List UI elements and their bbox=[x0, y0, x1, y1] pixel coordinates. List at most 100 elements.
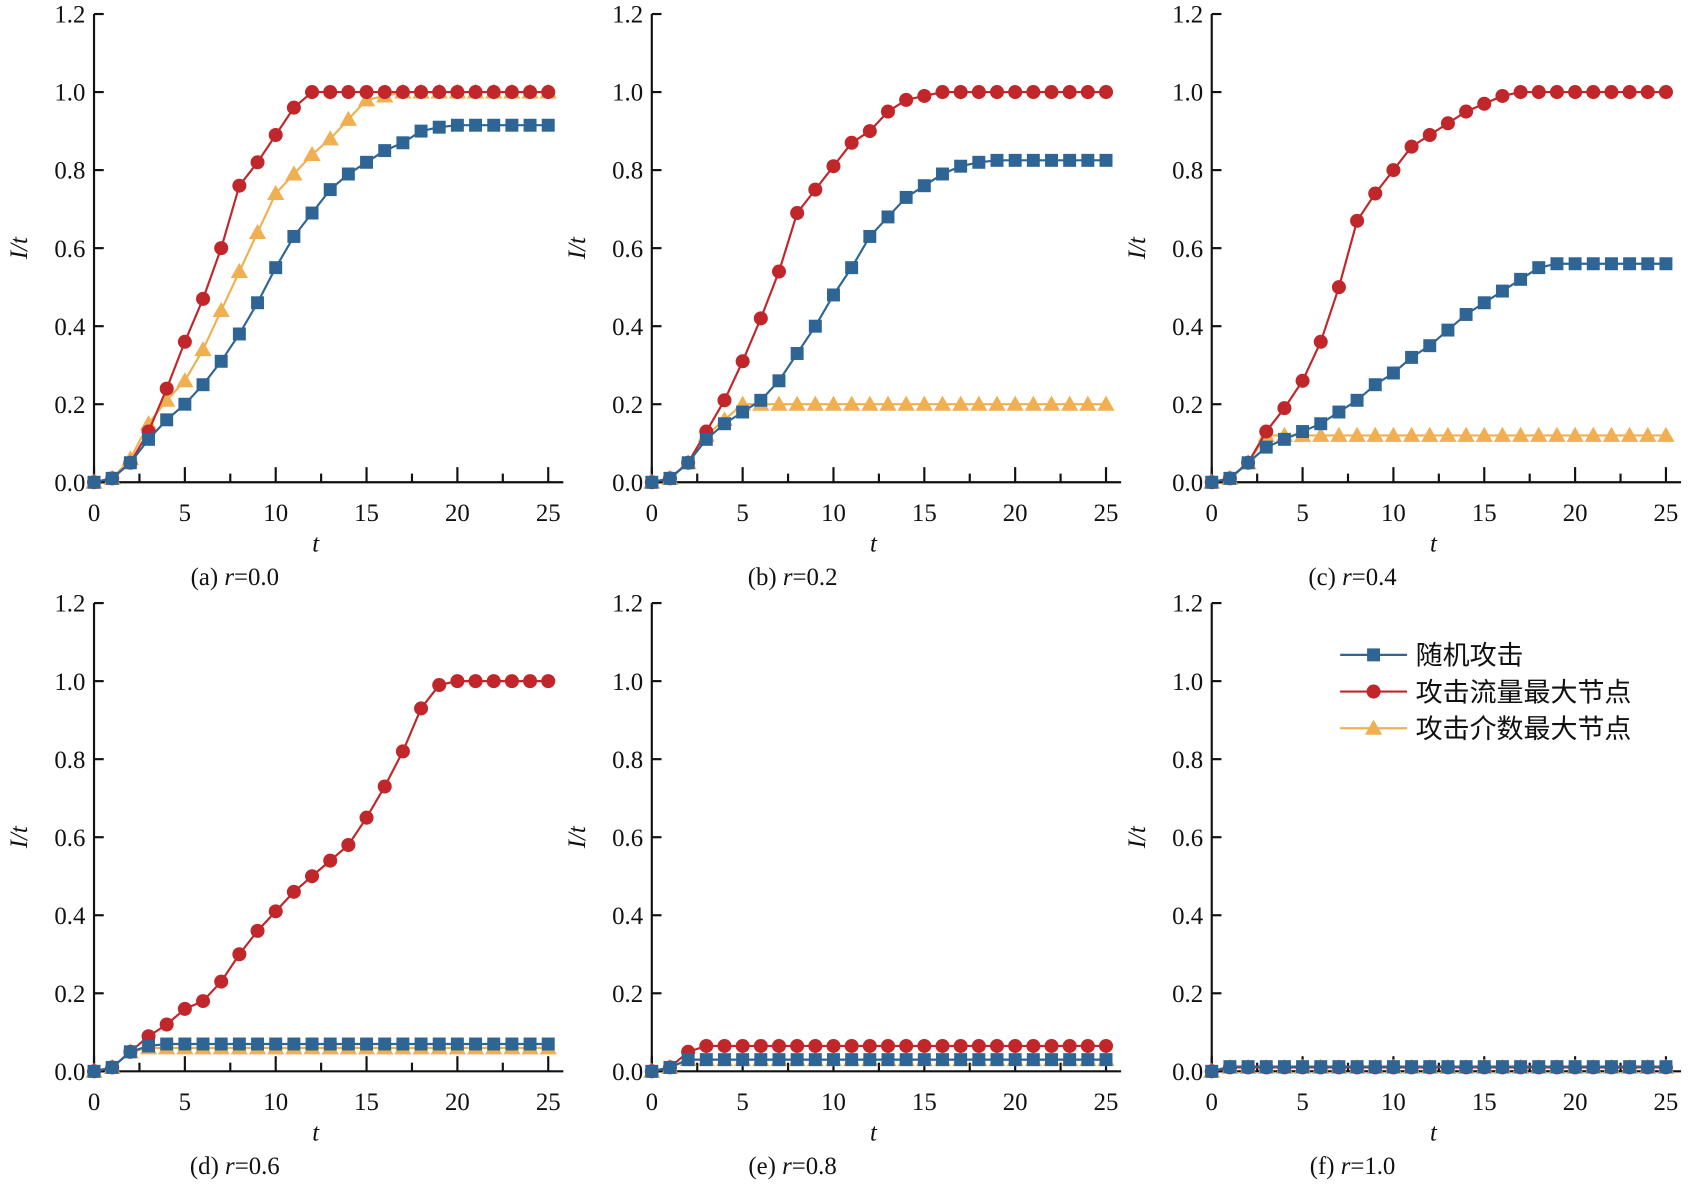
data-point bbox=[954, 159, 968, 173]
data-point bbox=[196, 994, 211, 1009]
y-tick-label: 0.8 bbox=[1172, 747, 1203, 774]
data-point bbox=[917, 88, 932, 103]
data-point bbox=[1098, 1038, 1114, 1053]
data-point bbox=[790, 1053, 804, 1067]
data-point bbox=[1259, 424, 1274, 439]
data-point bbox=[159, 381, 174, 396]
y-tick-label: 1.0 bbox=[54, 80, 85, 107]
data-point bbox=[808, 182, 823, 197]
data-point bbox=[826, 159, 841, 174]
data-point bbox=[1402, 426, 1421, 442]
data-point bbox=[772, 374, 786, 388]
data-point bbox=[396, 1037, 410, 1051]
y-tick-label: 1.2 bbox=[1172, 2, 1203, 29]
x-axis-label: t bbox=[870, 1119, 878, 1146]
y-tick-label: 0.4 bbox=[612, 314, 644, 341]
data-point bbox=[915, 395, 933, 411]
y-tick-label: 0.6 bbox=[54, 236, 85, 263]
data-point bbox=[1350, 213, 1365, 228]
data-point bbox=[105, 471, 119, 485]
data-point bbox=[735, 1038, 750, 1053]
data-point bbox=[917, 1053, 931, 1067]
data-point bbox=[953, 1038, 968, 1053]
data-point bbox=[1514, 1060, 1528, 1074]
y-tick-label: 0.8 bbox=[1172, 158, 1203, 185]
y-tick-label: 1.2 bbox=[1172, 591, 1203, 618]
data-point bbox=[736, 405, 750, 419]
data-point bbox=[1241, 456, 1255, 470]
x-tick-label: 0 bbox=[646, 500, 658, 527]
panel-caption: (b) r=0.2 bbox=[748, 564, 838, 591]
data-point bbox=[160, 413, 174, 427]
data-point bbox=[1348, 426, 1366, 442]
data-point bbox=[1584, 426, 1602, 442]
data-point bbox=[1330, 426, 1348, 442]
data-point bbox=[718, 417, 731, 431]
data-point bbox=[1079, 395, 1097, 411]
data-point bbox=[1367, 648, 1381, 662]
data-point bbox=[827, 288, 840, 302]
data-point bbox=[972, 155, 986, 169]
data-point bbox=[468, 85, 483, 100]
data-point bbox=[1659, 1060, 1673, 1074]
data-point bbox=[1296, 1060, 1310, 1074]
data-point bbox=[1350, 393, 1364, 407]
caption-prefix: (e) bbox=[748, 1153, 782, 1180]
data-point bbox=[1008, 85, 1023, 100]
data-point bbox=[251, 296, 265, 310]
data-point bbox=[450, 85, 465, 100]
data-point bbox=[1384, 426, 1403, 442]
data-point bbox=[232, 178, 247, 193]
data-point bbox=[699, 1053, 713, 1067]
series-random bbox=[1205, 1060, 1673, 1078]
data-point bbox=[285, 165, 303, 181]
data-point bbox=[196, 1037, 210, 1051]
x-tick-label: 5 bbox=[1296, 1089, 1308, 1116]
series-line bbox=[651, 403, 1107, 484]
data-point bbox=[1441, 1060, 1455, 1074]
data-point bbox=[1459, 1060, 1473, 1074]
data-point bbox=[1080, 1038, 1095, 1053]
data-point bbox=[414, 124, 428, 138]
data-point bbox=[1641, 1060, 1655, 1074]
data-point bbox=[1550, 1060, 1564, 1074]
data-point bbox=[159, 1017, 174, 1032]
x-tick-label: 15 bbox=[354, 500, 379, 527]
data-point bbox=[268, 127, 283, 142]
data-point bbox=[917, 1038, 932, 1053]
x-tick-label: 0 bbox=[88, 1089, 100, 1116]
data-point bbox=[861, 395, 879, 411]
x-tick-label: 0 bbox=[646, 1089, 658, 1116]
y-tick-label: 0.8 bbox=[612, 158, 643, 185]
data-point bbox=[1368, 378, 1382, 392]
x-tick-label: 5 bbox=[736, 500, 748, 527]
data-point bbox=[1531, 85, 1546, 100]
data-point bbox=[487, 1037, 501, 1051]
data-point bbox=[754, 1053, 768, 1067]
data-point bbox=[523, 674, 538, 689]
data-point bbox=[123, 456, 137, 470]
data-point bbox=[1493, 426, 1512, 442]
data-point bbox=[699, 1038, 714, 1053]
data-point bbox=[541, 674, 556, 689]
data-point bbox=[1423, 339, 1437, 353]
y-tick-label: 0.4 bbox=[54, 314, 86, 341]
y-tick-label: 0.8 bbox=[54, 158, 85, 185]
data-point bbox=[990, 153, 1004, 167]
data-point bbox=[899, 1038, 914, 1053]
data-point bbox=[645, 475, 659, 489]
data-point bbox=[378, 1037, 392, 1051]
x-tick-label: 15 bbox=[912, 500, 937, 527]
data-point bbox=[717, 1038, 732, 1053]
data-point bbox=[232, 1037, 246, 1051]
data-point bbox=[450, 118, 464, 132]
data-point bbox=[663, 1060, 677, 1074]
y-tick-label: 0.0 bbox=[54, 470, 85, 497]
data-point bbox=[377, 779, 392, 794]
data-point bbox=[899, 190, 913, 204]
caption-prefix: (f) bbox=[1310, 1153, 1341, 1180]
data-point bbox=[196, 378, 210, 392]
data-point bbox=[432, 85, 447, 100]
x-tick-label: 5 bbox=[179, 1089, 191, 1116]
x-tick-label: 10 bbox=[1381, 500, 1406, 527]
